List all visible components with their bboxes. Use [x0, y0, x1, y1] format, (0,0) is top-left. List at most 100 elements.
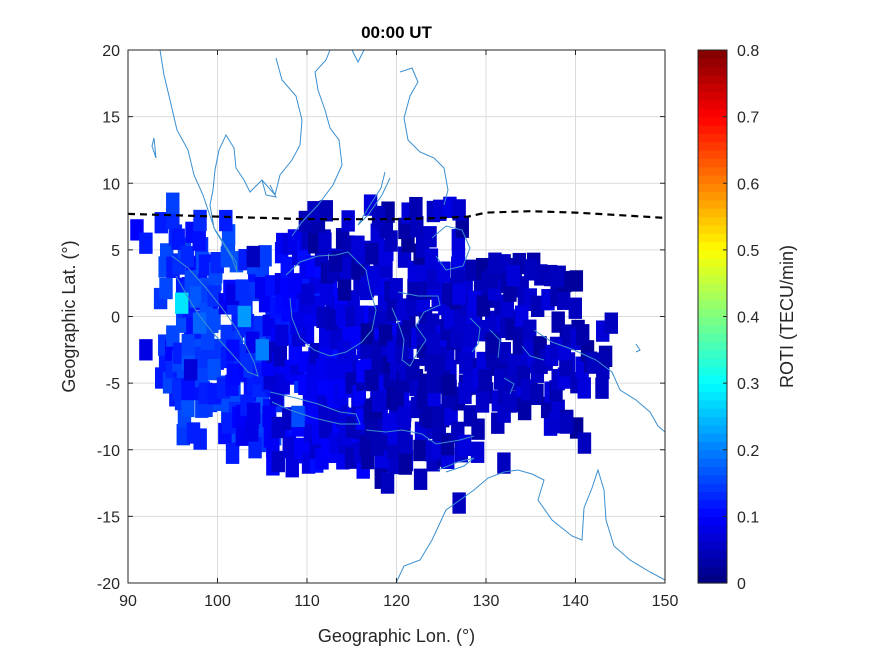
- roti-cell: [183, 359, 198, 381]
- x-tick-label: 120: [383, 593, 410, 610]
- roti-cell: [246, 402, 261, 424]
- x-axis-label: Geographic Lon. (°): [318, 626, 475, 646]
- colorbar-segment: [698, 174, 727, 184]
- roti-cell: [181, 395, 195, 418]
- coastline-mainland-southeast-asia: [159, 50, 303, 273]
- colorbar-segment: [698, 58, 727, 68]
- colorbar-segment: [698, 374, 727, 384]
- colorbar-segment: [698, 258, 727, 268]
- x-tick-label: 110: [294, 593, 320, 610]
- roti-cell: [416, 323, 430, 345]
- roti-cell: [452, 492, 466, 514]
- colorbar-segment: [698, 124, 727, 134]
- colorbar-segment: [698, 99, 727, 109]
- roti-cell: [246, 245, 261, 268]
- colorbar-segment: [698, 166, 727, 176]
- roti-cell: [318, 326, 333, 348]
- roti-cell: [225, 442, 240, 464]
- roti-cell: [365, 265, 380, 288]
- roti-cell: [221, 412, 236, 434]
- colorbar-segment: [698, 208, 727, 218]
- colorbar-segment: [698, 541, 727, 551]
- roti-cell: [512, 333, 527, 355]
- roti-cell: [476, 295, 491, 317]
- coastline-gulf-inner: [261, 179, 277, 198]
- roti-cell: [154, 212, 169, 234]
- roti-cell: [378, 324, 393, 346]
- roti-cell: [319, 200, 333, 222]
- colorbar-segment: [698, 416, 727, 426]
- coastline-sumatra: [171, 255, 259, 377]
- colorbar-tick-label: 0.3: [737, 376, 759, 393]
- roti-cell: [413, 439, 427, 462]
- roti-cell: [193, 209, 207, 232]
- roti-cell: [595, 377, 609, 399]
- colorbar-segment: [698, 466, 727, 476]
- y-tick-label: -5: [106, 376, 120, 393]
- y-tick-label: 10: [102, 176, 120, 193]
- roti-cell: [523, 336, 537, 358]
- roti-cell: [406, 359, 420, 381]
- colorbar-segment: [698, 391, 727, 401]
- roti-cell: [517, 398, 532, 421]
- axis-ticks: 90 100 110 120 130 140 150 -20 -15 -10 -5 0 5 10 15 20: [97, 43, 679, 610]
- roti-cell: [258, 245, 272, 267]
- roti-cell: [452, 283, 466, 305]
- colorbar-tick-label: 0.4: [737, 310, 759, 327]
- colorbar-segment: [698, 116, 727, 126]
- colorbar-segment: [698, 274, 727, 284]
- x-tick-label: 150: [652, 593, 679, 610]
- coastline-maluku: [469, 317, 515, 395]
- roti-cell: [245, 420, 259, 442]
- colorbar-segment: [698, 358, 727, 368]
- colorbar-segment: [698, 449, 727, 459]
- colorbar-segment: [698, 383, 727, 393]
- colorbar-segment: [698, 199, 727, 209]
- roti-cell: [452, 199, 466, 221]
- colorbar-tick-label: 0.8: [737, 43, 759, 60]
- roti-cell: [395, 298, 410, 320]
- colorbar-segment: [698, 549, 727, 559]
- colorbar-segment: [698, 83, 727, 93]
- y-tick-label: -20: [97, 576, 120, 593]
- roti-cell: [604, 312, 619, 334]
- colorbar-segment: [698, 183, 727, 193]
- roti-cell: [432, 403, 446, 426]
- roti-cell: [282, 436, 297, 459]
- colorbar-tick-label: 0.1: [737, 509, 759, 526]
- roti-cell: [441, 374, 456, 396]
- roti-cell: [410, 216, 424, 238]
- roti-cell: [424, 248, 439, 270]
- x-tick-label: 130: [473, 593, 500, 610]
- roti-cell: [488, 252, 502, 274]
- colorbar-segment: [698, 424, 727, 434]
- colorbar-segment: [698, 408, 727, 418]
- colorbar-segment: [698, 291, 727, 301]
- colorbar-segment: [698, 366, 727, 376]
- colorbar-segment: [698, 324, 727, 334]
- roti-cell: [568, 297, 582, 319]
- roti-cell: [426, 332, 440, 355]
- y-tick-label: 15: [102, 110, 120, 127]
- roti-cell: [443, 307, 458, 330]
- roti-cell: [210, 252, 224, 274]
- colorbar-segment: [698, 524, 727, 534]
- colorbar-segment: [698, 241, 727, 251]
- colorbar-segment: [698, 574, 727, 584]
- coastline-philippines-visayas: [357, 171, 391, 226]
- roti-cell: [440, 434, 455, 456]
- roti-cell: [598, 345, 613, 367]
- colorbar-ticks: 0 0.1 0.2 0.3 0.4 0.5 0.6 0.7 0.8: [723, 43, 759, 593]
- chart-title: 00:00 UT: [361, 23, 432, 42]
- roti-cell: [380, 472, 395, 494]
- roti-cell: [285, 456, 299, 478]
- colorbar-segment: [698, 308, 727, 318]
- roti-cell: [586, 352, 601, 374]
- roti-cell: [395, 342, 409, 364]
- colorbar-segment: [698, 74, 727, 84]
- colorbar-segment: [698, 558, 727, 567]
- colorbar-label: ROTI (TECU/min): [777, 245, 797, 388]
- colorbar-segment: [698, 566, 727, 576]
- roti-cell: [485, 332, 499, 355]
